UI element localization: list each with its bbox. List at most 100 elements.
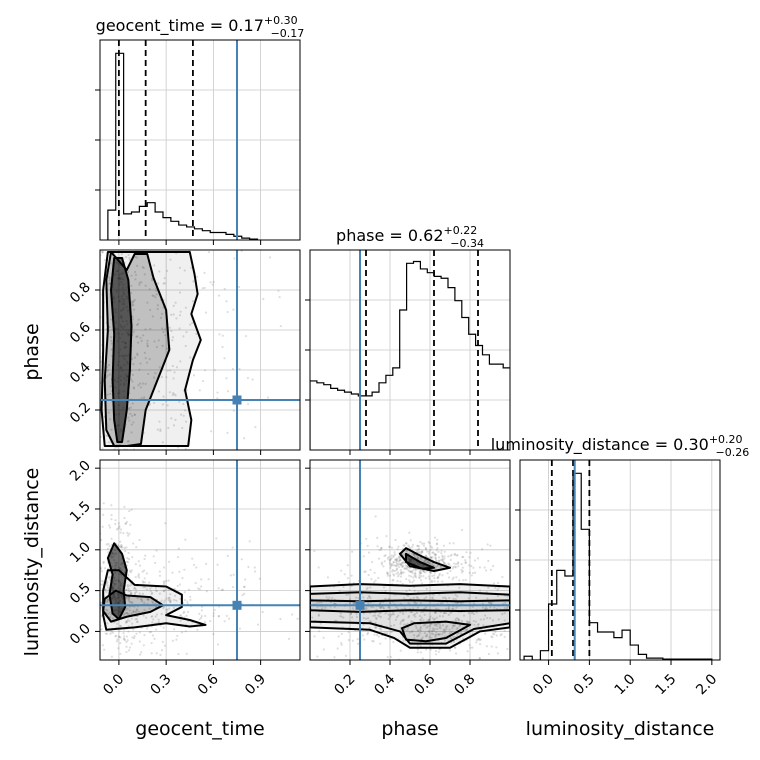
sample-point — [449, 569, 452, 573]
sample-point — [136, 597, 139, 600]
sample-point — [402, 623, 405, 626]
sample-point — [392, 574, 396, 577]
sample-point — [307, 593, 309, 595]
sample-point — [127, 551, 130, 555]
sample-point — [403, 566, 407, 570]
sample-point — [435, 607, 438, 610]
sample-point — [211, 283, 214, 286]
sample-point — [273, 615, 275, 617]
sample-point — [388, 558, 391, 562]
sample-point — [110, 630, 113, 633]
sample-point — [385, 535, 388, 538]
sample-point — [117, 522, 120, 525]
sample-point — [101, 447, 104, 450]
sample-point — [418, 628, 422, 631]
sample-point — [278, 625, 280, 627]
sample-point — [131, 414, 134, 417]
sample-point — [529, 611, 531, 613]
sample-point — [362, 616, 365, 620]
sample-point — [49, 605, 51, 607]
sample-point — [564, 616, 566, 618]
sample-point — [436, 538, 439, 541]
sample-point — [141, 382, 145, 385]
sample-point — [429, 548, 432, 552]
sample-point — [183, 170, 185, 172]
sample-point — [429, 615, 432, 618]
sample-point — [399, 580, 402, 583]
sample-point — [454, 618, 457, 621]
sample-point — [123, 516, 126, 520]
sample-point — [442, 561, 445, 564]
sample-point — [417, 633, 420, 637]
sample-point — [140, 598, 143, 602]
sample-point — [137, 456, 139, 458]
sample-point — [163, 581, 166, 584]
sample-point — [111, 631, 114, 634]
sample-point — [410, 570, 413, 573]
sample-point — [301, 604, 303, 606]
sample-point — [313, 635, 316, 638]
sample-point — [127, 407, 131, 410]
sample-point — [420, 557, 424, 560]
sample-point — [184, 306, 187, 309]
sample-point — [378, 661, 380, 663]
sample-point — [135, 590, 138, 593]
sample-point — [107, 612, 110, 616]
sample-point — [126, 221, 128, 223]
sample-point — [243, 592, 246, 595]
sample-point — [455, 627, 458, 631]
sample-point — [348, 601, 352, 605]
sample-point — [407, 594, 410, 597]
sample-point — [437, 633, 440, 636]
sample-point — [417, 634, 420, 637]
sample-point — [424, 558, 427, 562]
sample-point — [482, 682, 484, 684]
sample-point — [145, 236, 147, 238]
sample-point — [420, 551, 424, 554]
sample-point — [153, 264, 156, 267]
sample-point — [296, 636, 298, 638]
xlabel-phase: phase — [381, 718, 438, 740]
sample-point — [93, 618, 95, 620]
sample-point — [163, 277, 166, 280]
sample-point — [338, 589, 341, 592]
sample-point — [440, 552, 443, 555]
sample-point — [144, 554, 147, 557]
sample-point — [482, 624, 485, 627]
sample-point — [434, 556, 437, 560]
sample-point — [424, 546, 427, 549]
sample-point — [163, 589, 166, 593]
sample-point — [511, 653, 513, 655]
sample-point — [325, 596, 328, 599]
sample-point — [365, 537, 368, 541]
sample-point — [435, 549, 438, 552]
sample-point — [419, 571, 422, 575]
sample-point — [185, 652, 188, 655]
sample-point — [143, 633, 146, 637]
sample-point — [455, 602, 458, 605]
x-tick-label: 0.2 — [331, 671, 358, 698]
sample-point — [451, 624, 455, 627]
sample-point — [398, 563, 401, 566]
sample-point — [435, 560, 438, 563]
sample-point — [455, 576, 458, 579]
sample-point — [333, 656, 336, 659]
sample-point — [495, 607, 499, 610]
sample-point — [489, 544, 492, 547]
sample-point — [253, 566, 256, 569]
sample-point — [443, 639, 447, 642]
sample-point — [357, 662, 359, 664]
sample-point — [397, 575, 400, 578]
sample-point — [434, 633, 437, 636]
sample-point — [373, 581, 376, 584]
sample-point — [434, 611, 437, 614]
sample-point — [530, 634, 532, 636]
sample-point — [106, 598, 109, 601]
sample-point — [243, 437, 246, 440]
sample-point — [98, 362, 100, 364]
sample-point — [411, 552, 414, 555]
sample-point — [405, 542, 408, 545]
sample-point — [432, 629, 436, 632]
sample-point — [104, 588, 107, 591]
sample-point — [420, 582, 424, 585]
